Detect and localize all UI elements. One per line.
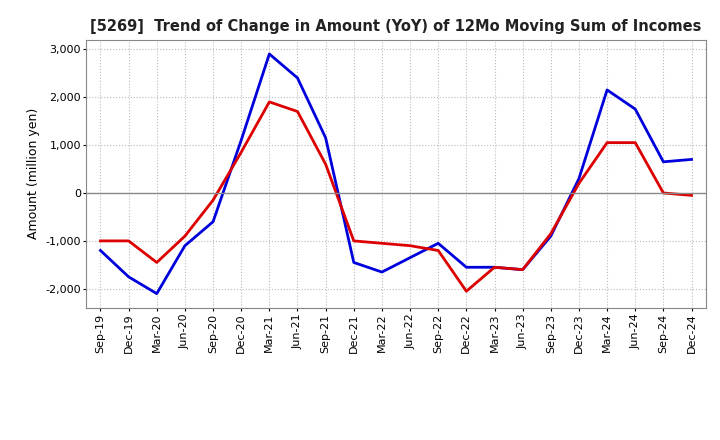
Net Income [659,191,667,196]
Ordinary Income [518,267,527,272]
Net Income [349,238,358,244]
Net Income [293,109,302,114]
Net Income [575,181,583,186]
Net Income [462,289,471,294]
Net Income [631,140,639,145]
Net Income [687,193,696,198]
Net Income [96,238,105,244]
Line: Ordinary Income: Ordinary Income [101,54,691,293]
Ordinary Income [349,260,358,265]
Ordinary Income [575,176,583,181]
Ordinary Income [181,243,189,248]
Line: Net Income: Net Income [101,102,691,291]
Ordinary Income [293,75,302,81]
Ordinary Income [125,274,133,279]
Net Income [321,161,330,167]
Ordinary Income [603,87,611,92]
Ordinary Income [434,241,443,246]
Ordinary Income [406,255,415,260]
Ordinary Income [659,159,667,165]
Net Income [125,238,133,244]
Ordinary Income [321,135,330,140]
Ordinary Income [265,51,274,57]
Ordinary Income [631,106,639,112]
Ordinary Income [687,157,696,162]
Net Income [406,243,415,248]
Ordinary Income [237,138,246,143]
Title: [5269]  Trend of Change in Amount (YoY) of 12Mo Moving Sum of Incomes: [5269] Trend of Change in Amount (YoY) o… [90,19,702,34]
Ordinary Income [490,264,499,270]
Ordinary Income [153,291,161,296]
Net Income [153,260,161,265]
Net Income [434,248,443,253]
Net Income [265,99,274,105]
Ordinary Income [462,264,471,270]
Net Income [237,150,246,155]
Net Income [181,234,189,239]
Ordinary Income [96,248,105,253]
Ordinary Income [209,219,217,224]
Ordinary Income [546,234,555,239]
Ordinary Income [377,269,386,275]
Net Income [490,264,499,270]
Net Income [518,267,527,272]
Net Income [209,198,217,203]
Y-axis label: Amount (million yen): Amount (million yen) [27,108,40,239]
Net Income [603,140,611,145]
Net Income [377,241,386,246]
Net Income [546,231,555,236]
